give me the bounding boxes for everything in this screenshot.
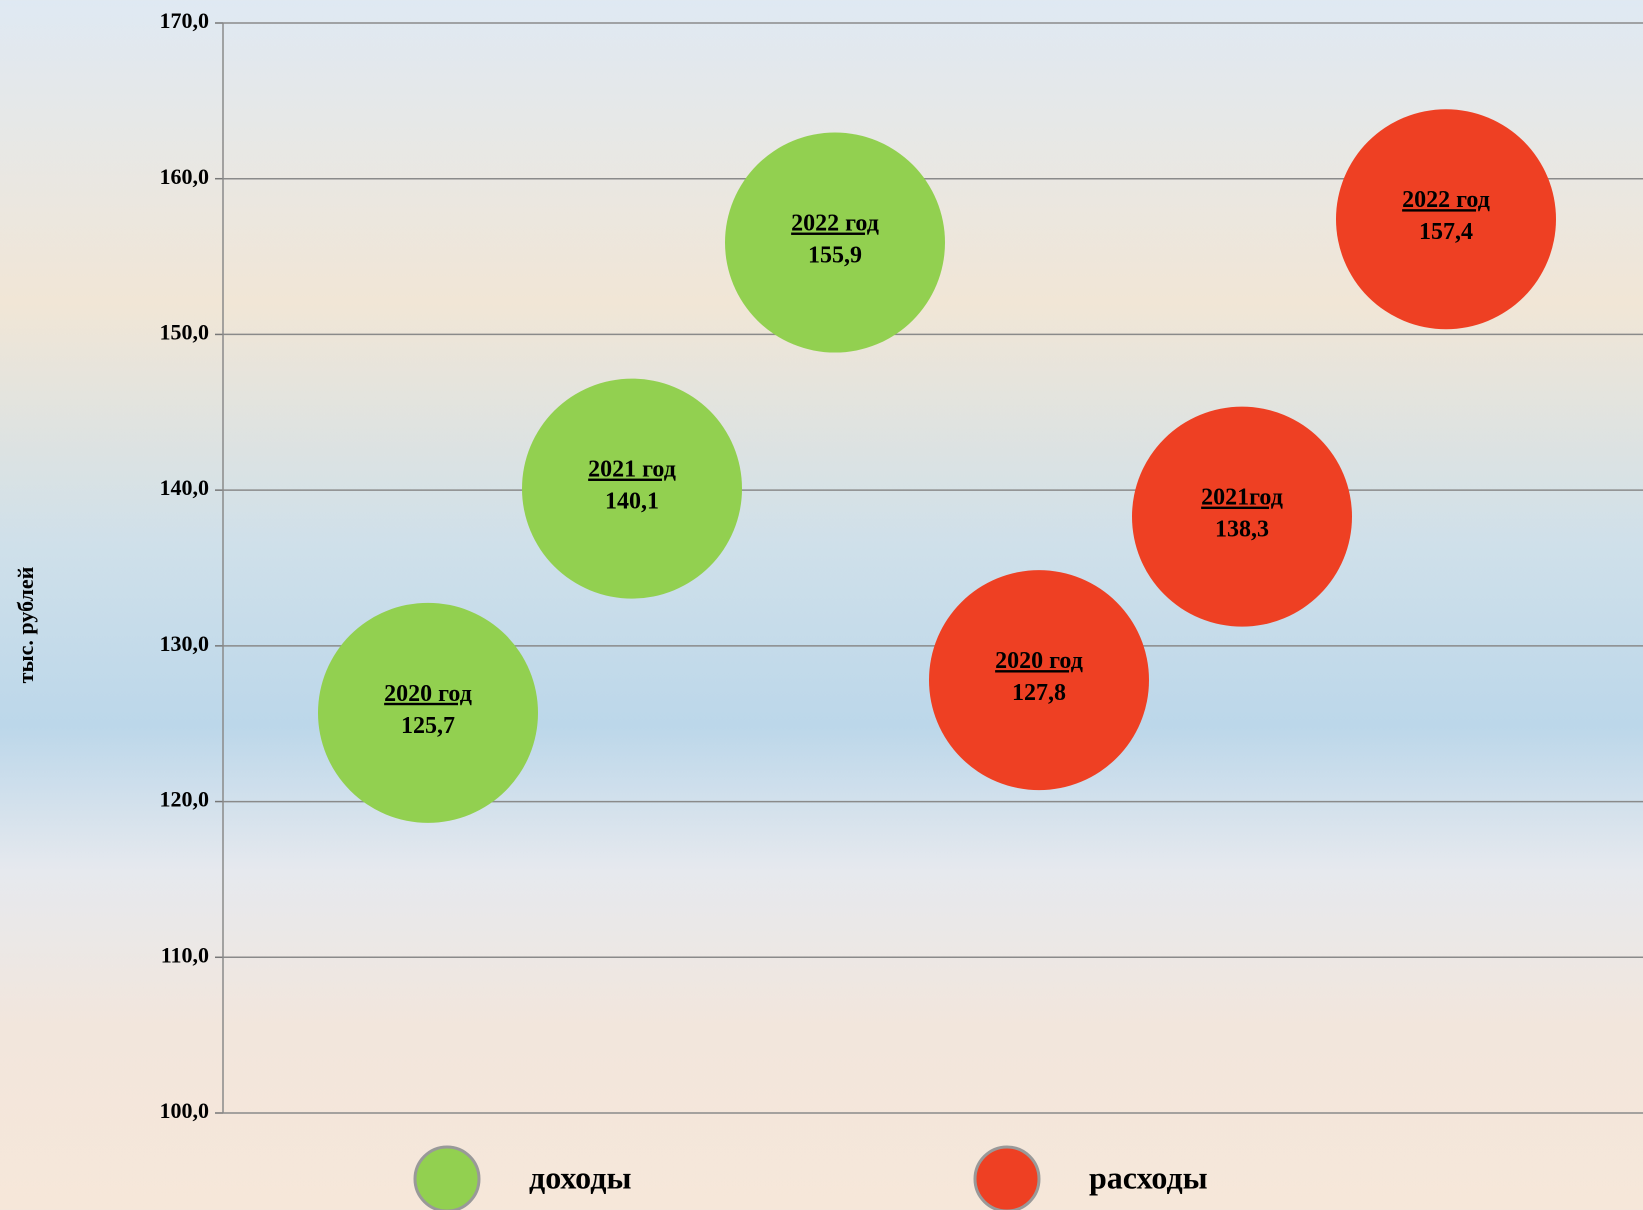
bubble [318, 602, 538, 823]
data-label-year: 2022 год [791, 211, 879, 237]
y-tick-label: 120,0 [160, 787, 210, 812]
legend-label: доходы [529, 1159, 631, 1195]
data-label-year: 2020 год [384, 681, 472, 707]
y-axis-label: тыс. рублей [13, 566, 38, 683]
bubble [1132, 406, 1352, 627]
data-label-year: 2020 год [995, 648, 1083, 674]
y-tick-label: 150,0 [160, 319, 210, 344]
data-label-value: 125,7 [401, 713, 455, 739]
y-tick-label: 110,0 [161, 942, 209, 967]
data-label-value: 155,9 [808, 243, 862, 269]
y-tick-label: 130,0 [160, 631, 210, 656]
data-label-value: 138,3 [1215, 517, 1269, 543]
data-label-year: 2022 год [1402, 187, 1490, 213]
bubble [522, 378, 742, 599]
bubble [725, 132, 945, 353]
y-tick-label: 160,0 [160, 164, 210, 189]
data-label-year: 2021год [1201, 485, 1283, 511]
legend-marker [413, 1145, 481, 1210]
data-label-value: 140,1 [605, 489, 659, 515]
bubble [1336, 109, 1556, 330]
legend-marker [973, 1145, 1041, 1210]
y-tick-label: 100,0 [160, 1098, 210, 1123]
legend-label: расходы [1089, 1159, 1208, 1195]
data-label-value: 127,8 [1012, 680, 1066, 706]
bubble [929, 570, 1149, 791]
y-tick-label: 140,0 [160, 475, 210, 500]
data-label-value: 157,4 [1419, 219, 1473, 245]
y-tick-label: 170,0 [160, 8, 210, 33]
data-label-year: 2021 год [588, 457, 676, 483]
